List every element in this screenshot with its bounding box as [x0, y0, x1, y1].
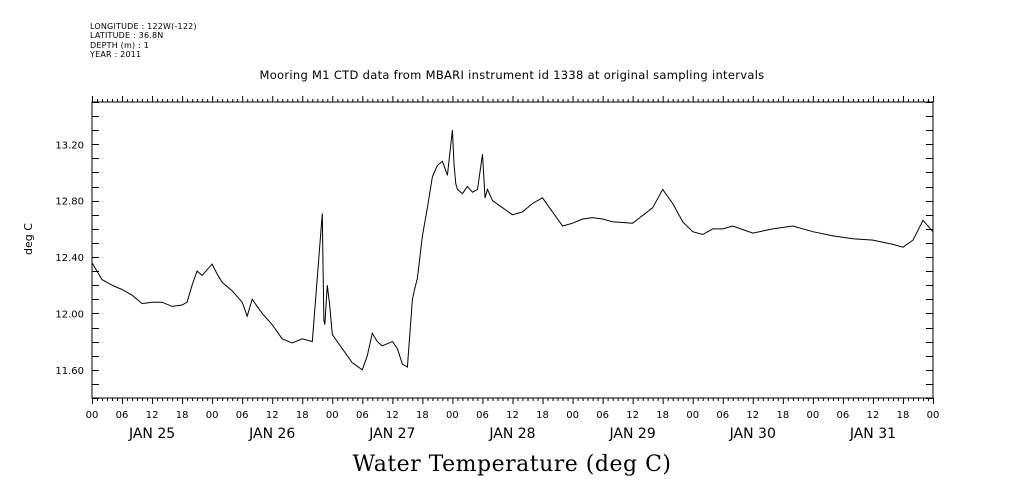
x-hour-label: 06: [716, 410, 729, 421]
y-tick-label: 12.40: [55, 253, 84, 264]
x-hour-label: 00: [446, 410, 459, 421]
station-metadata: LONGITUDE : 122W(-122) LATITUDE : 36.8N …: [90, 22, 197, 59]
x-hour-label: 12: [506, 410, 519, 421]
x-hour-label: 18: [296, 410, 309, 421]
y-tick-label: 12.80: [55, 197, 84, 208]
chart-title: Mooring M1 CTD data from MBARI instrumen…: [259, 68, 765, 82]
x-hour-label: 12: [746, 410, 759, 421]
x-hour-label: 18: [416, 410, 429, 421]
x-hour-label: 06: [236, 410, 249, 421]
x-hour-label: 06: [476, 410, 489, 421]
x-hour-label: 18: [776, 410, 789, 421]
x-day-label: JAN 28: [488, 426, 535, 442]
x-hour-label: 18: [176, 410, 189, 421]
x-day-label: JAN 25: [128, 426, 175, 442]
y-tick-label: 13.20: [55, 140, 84, 151]
x-hour-label: 06: [837, 410, 850, 421]
x-hour-label: 00: [86, 410, 99, 421]
x-hour-label: 18: [656, 410, 669, 421]
y-tick-label: 11.60: [55, 366, 84, 377]
x-hour-label: 00: [927, 410, 940, 421]
x-hour-label: 18: [536, 410, 549, 421]
longitude-text: LONGITUDE : 122W(-122): [90, 22, 197, 31]
x-hour-label: 00: [566, 410, 579, 421]
x-hour-label: 00: [686, 410, 699, 421]
latitude-text: LATITUDE : 36.8N: [90, 31, 164, 41]
x-hour-label: 12: [266, 410, 279, 421]
x-hour-label: 06: [116, 410, 129, 421]
x-hour-label: 18: [897, 410, 910, 421]
year-text: YEAR : 2011: [90, 49, 142, 59]
x-day-label: JAN 30: [729, 426, 776, 442]
x-hour-label: 12: [626, 410, 639, 421]
x-hour-label: 06: [596, 410, 609, 421]
plot-frame: [91, 101, 934, 399]
depth-text: DEPTH (m) : 1: [90, 40, 149, 50]
x-hour-label: 00: [206, 410, 219, 421]
temperature-series-line: [91, 130, 934, 371]
x-axis-title: Water Temperature (deg C): [352, 452, 672, 477]
x-hour-label: 00: [806, 410, 819, 421]
x-day-label: JAN 27: [368, 426, 415, 442]
x-hour-label: 12: [867, 410, 880, 421]
x-day-label: JAN 26: [248, 426, 295, 442]
x-day-label: JAN 29: [609, 426, 656, 442]
x-hour-label: 06: [356, 410, 369, 421]
y-tick-label: 12.00: [55, 309, 84, 320]
x-hour-label: 12: [386, 410, 399, 421]
x-hour-label: 00: [326, 410, 339, 421]
x-day-label: JAN 31: [849, 426, 896, 442]
x-hour-label: 12: [146, 410, 159, 421]
